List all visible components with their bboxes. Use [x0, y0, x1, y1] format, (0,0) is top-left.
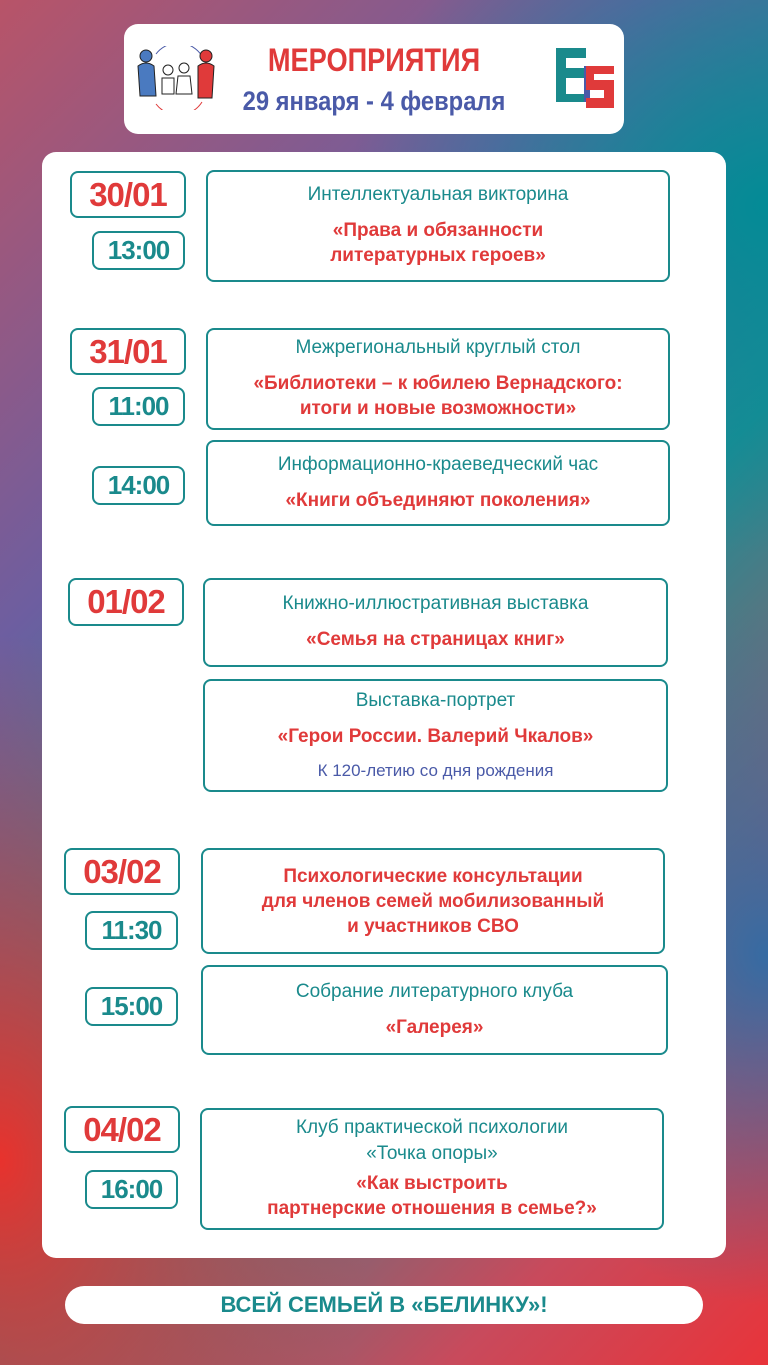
event-name-line: «Как выстроить [356, 1173, 508, 1194]
page-title: МЕРОПРИЯТИЯ [267, 42, 481, 78]
event-name-line: и участников СВО [347, 915, 519, 937]
family-logo-icon [137, 46, 215, 110]
time-badge: 11:30 [85, 911, 178, 950]
date-badge: 01/02 [68, 578, 184, 626]
library-logo-icon [556, 48, 614, 108]
time-badge: 14:00 [92, 466, 185, 505]
event-type-line: Клуб практической психологии [295, 1117, 569, 1138]
date-badge: 04/02 [64, 1106, 180, 1153]
event-name-line: итоги и новые возможности» [299, 398, 577, 419]
event-name: «Герои России. Валерий Чкалов» [277, 726, 594, 747]
event-name-line: литературных героев» [330, 245, 546, 266]
event-name: «Библиотеки – к юбилею Вернадского: итоги… [253, 371, 622, 421]
event-box: Собрание литературного клуба «Галерея» [201, 965, 668, 1055]
event-name: «Галерея» [385, 1016, 484, 1038]
event-box: Выставка-портрет «Герои России. Валерий … [203, 679, 668, 792]
event-name-line: «Библиотеки – к юбилею Вернадского: [253, 373, 623, 394]
event-name: «Семья на страницах книг» [306, 629, 565, 650]
event-box: Клуб практической психологии «Точка опоры… [200, 1108, 664, 1230]
date-badge: 31/01 [70, 328, 186, 375]
time-badge: 16:00 [85, 1170, 178, 1209]
event-type: Интеллектуальная викторина [307, 184, 569, 205]
event-name: Психологические консультации для членов с… [262, 864, 604, 939]
event-name-line: «Права и обязанности [332, 220, 544, 241]
time-badge: 11:00 [92, 387, 185, 426]
event-name: «Книги объединяют поколения» [285, 489, 591, 511]
event-name-line: Психологические консультации [283, 865, 583, 887]
event-type-line: «Точка опоры» [366, 1143, 498, 1164]
event-name-line: для членов семей мобилизованный [261, 890, 605, 912]
event-type: Информационно-краеведческий час [277, 453, 599, 475]
event-type: Межрегиональный круглый стол [295, 337, 581, 358]
time-badge: 15:00 [85, 987, 178, 1026]
event-name: «Права и обязанности литературных героев» [330, 218, 546, 268]
event-type: Собрание литературного клуба [295, 980, 574, 1002]
event-name: «Как выстроить партнерские отношения в се… [267, 1171, 597, 1221]
event-name-line: партнерские отношения в семье?» [267, 1198, 597, 1219]
event-box: Книжно-иллюстративная выставка «Семья на… [203, 578, 668, 667]
event-box: Психологические консультации для членов с… [201, 848, 665, 954]
event-type: Книжно-иллюстративная выставка [282, 593, 589, 614]
header-card: МЕРОПРИЯТИЯ 29 января - 4 февраля [124, 24, 624, 134]
event-box: Межрегиональный круглый стол «Библиотеки… [206, 328, 670, 430]
event-type: Клуб практической психологии «Точка опоры… [296, 1117, 568, 1165]
date-badge: 03/02 [64, 848, 180, 895]
footer-slogan: ВСЕЙ СЕМЬЕЙ В «БЕЛИНКУ»! [65, 1286, 703, 1324]
event-box: Информационно-краеведческий час «Книги о… [206, 440, 670, 526]
event-note: К 120-летию со дня рождения [317, 761, 554, 780]
date-range: 29 января - 4 февраля [242, 86, 506, 116]
date-badge: 30/01 [70, 171, 186, 218]
time-badge: 13:00 [92, 231, 185, 270]
event-type: Выставка-портрет [355, 690, 516, 711]
event-box: Интеллектуальная викторина «Права и обяз… [206, 170, 670, 282]
